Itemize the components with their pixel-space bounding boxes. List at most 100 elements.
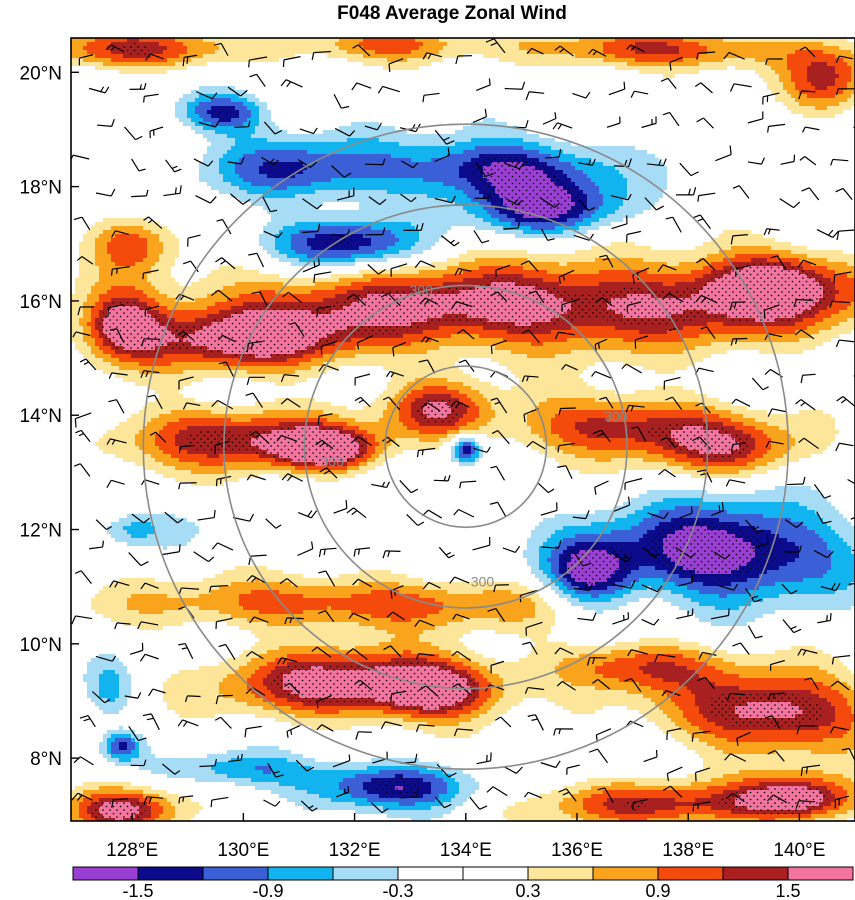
field-cell [743,42,748,47]
field-cell [599,86,604,91]
field-cell [179,78,184,83]
field-cell [407,70,412,75]
field-cell [307,78,312,83]
field-cell [743,46,748,51]
field-cell [179,98,184,103]
field-cell [607,78,612,83]
field-cell [83,78,88,83]
field-cell [775,50,780,55]
field-cell [607,46,612,51]
field-cell [555,78,560,83]
field-cell [691,50,696,55]
field-cell [783,94,788,99]
field-cell [779,86,784,91]
field-cell [655,50,660,55]
field-cell [87,94,92,99]
field-cell [287,98,292,103]
field-cell [139,42,144,47]
field-cell [295,46,300,51]
field-cell [715,50,720,55]
field-cell [483,94,488,99]
field-cell [243,70,248,75]
field-cell [147,98,152,103]
field-cell [635,86,640,91]
field-cell [259,42,264,47]
field-cell [659,62,664,67]
field-cell [399,50,404,55]
field-cell [755,58,760,63]
field-cell [347,74,352,79]
field-cell [419,42,424,47]
field-cell [575,54,580,59]
field-cell [319,66,324,71]
field-cell [251,82,256,87]
field-cell [471,46,476,51]
field-cell [151,78,156,83]
field-cell [679,74,684,79]
field-cell [115,66,120,71]
field-cell [215,58,220,63]
field-cell [351,50,356,55]
field-cell [223,94,228,99]
field-cell [483,62,488,67]
field-cell [743,90,748,95]
field-cell [739,46,744,51]
field-cell [339,58,344,63]
field-cell [647,66,652,71]
field-cell [255,98,260,103]
field-cell [843,58,848,63]
field-cell [587,70,592,75]
field-cell [159,50,164,55]
field-cell [155,42,160,47]
field-cell [771,70,776,75]
field-cell [487,62,492,67]
field-cell [807,58,812,63]
field-cell [747,70,752,75]
field-cell [619,58,624,63]
field-cell [79,94,84,99]
field-cell [99,78,104,83]
field-cell [331,46,336,51]
field-cell [415,58,420,63]
field-cell [227,98,232,103]
field-cell [195,54,200,59]
field-cell [499,70,504,75]
field-cell [615,78,620,83]
field-cell [779,54,784,59]
field-cell [103,66,108,71]
field-cell [503,42,508,47]
field-cell [147,62,152,67]
field-cell [179,50,184,55]
field-cell [551,78,556,83]
field-cell [555,74,560,79]
field-cell [199,70,204,75]
field-cell [367,62,372,67]
field-cell [467,46,472,51]
field-cell [631,66,636,71]
field-cell [567,98,572,103]
field-cell [655,70,660,75]
field-cell [847,94,852,99]
field-cell [479,94,484,99]
field-cell [551,74,556,79]
field-cell [687,94,692,99]
field-cell [723,78,728,83]
field-cell [507,46,512,51]
field-cell [191,94,196,99]
field-cell [167,42,172,47]
field-cell [599,90,604,95]
field-cell [427,86,432,91]
field-cell [811,94,816,99]
field-cell [563,58,568,63]
field-cell [495,90,500,95]
field-cell [327,58,332,63]
field-cell [199,50,204,55]
field-cell [291,74,296,79]
field-cell [451,82,456,87]
field-cell [399,42,404,47]
field-cell [171,62,176,67]
field-cell [835,94,840,99]
field-cell [159,46,164,51]
field-cell [375,46,380,51]
field-cell [215,74,220,79]
